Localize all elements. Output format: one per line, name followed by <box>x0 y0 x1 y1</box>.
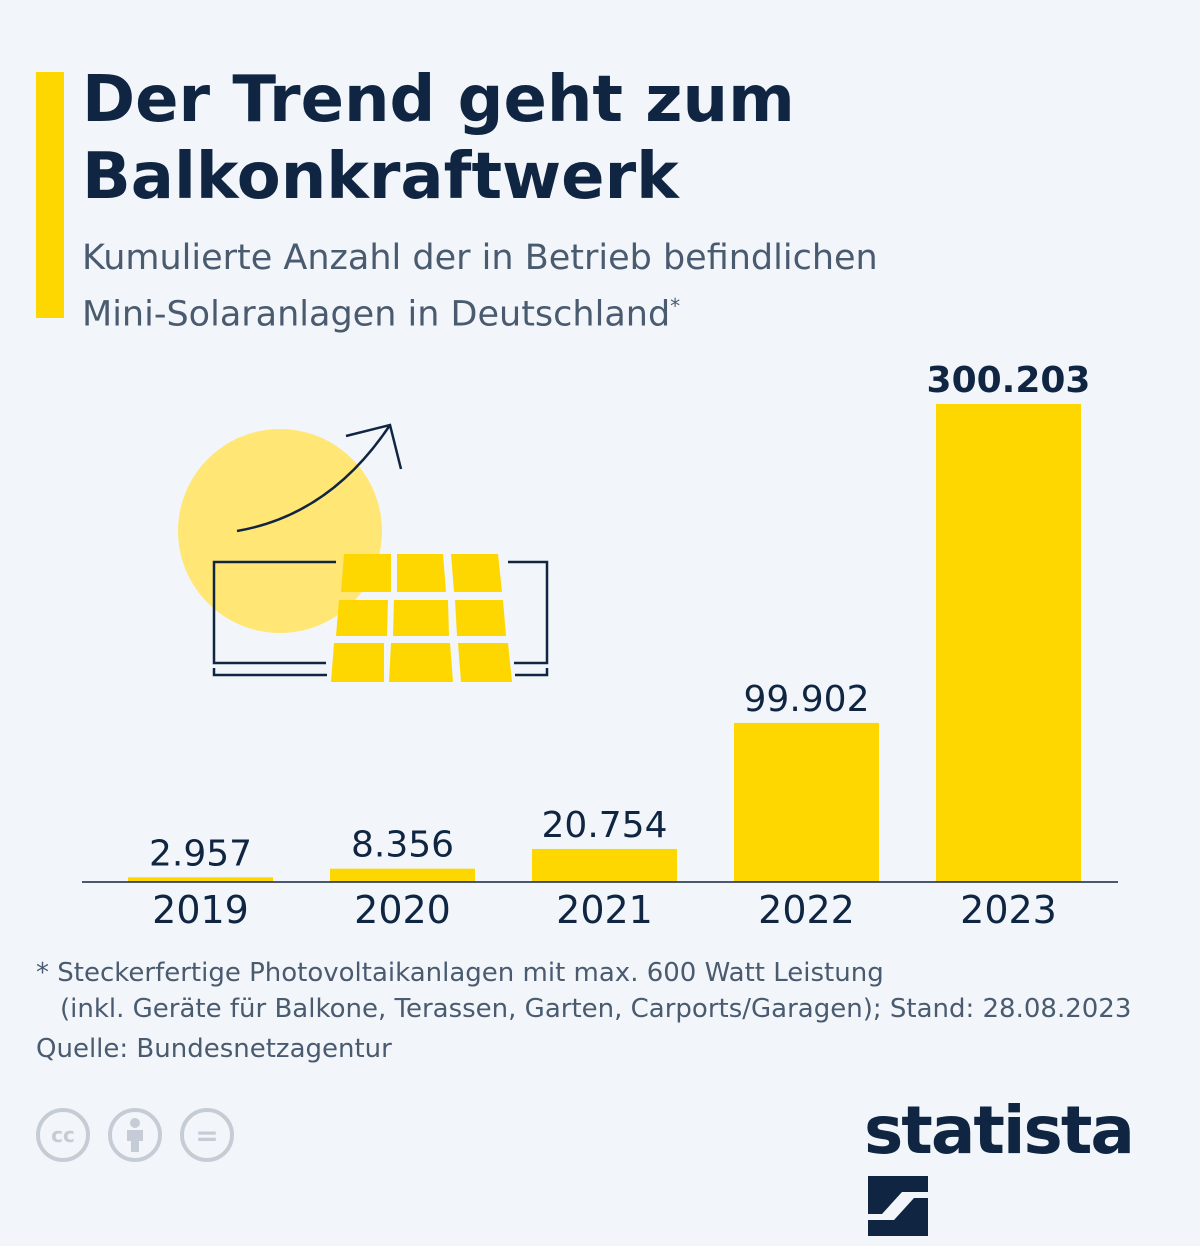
solar-illustration <box>178 423 549 682</box>
data-label-2022: 99.902 <box>744 679 870 720</box>
brand-text: statista <box>864 1092 1135 1169</box>
subtitle-line-2: Mini-Solaranlagen in Deutschland <box>82 294 671 335</box>
person-icon <box>127 1118 143 1152</box>
x-tick-label-2020: 2020 <box>354 888 451 932</box>
x-tick-label-2022: 2022 <box>758 888 855 932</box>
railing-icon <box>212 560 549 677</box>
cc-text: cc <box>51 1123 75 1147</box>
statista-logo[interactable]: statista <box>864 1092 1200 1246</box>
bar-2023 <box>936 404 1081 882</box>
data-label-2023: 300.203 <box>927 360 1091 401</box>
bar-chart: 2.957 2019 8.356 2020 20.754 2021 99.902 2022 30… <box>82 360 1118 932</box>
attribution-icon[interactable] <box>108 1108 162 1162</box>
subtitle-line-1: Kumulierte Anzahl der in Betrieb befindl… <box>82 238 878 278</box>
trend-arrow-icon <box>236 423 403 533</box>
bar-2022 <box>734 722 879 882</box>
x-tick-label-2021: 2021 <box>556 888 653 932</box>
cc-icon[interactable]: cc <box>36 1108 90 1162</box>
bar-2021 <box>532 848 677 882</box>
footnote-marker: * <box>670 294 681 318</box>
bars: 2.957 2019 8.356 2020 20.754 2021 99.902 2022 30… <box>128 360 1090 932</box>
title-line-1: Der Trend geht zum <box>82 63 795 137</box>
statista-logo-icon <box>868 1176 928 1236</box>
footnote-line-2: (inkl. Geräte für Balkone, Terassen, Gar… <box>60 994 1132 1024</box>
data-label-2019: 2.957 <box>149 833 252 874</box>
data-label-2020: 8.356 <box>351 825 454 866</box>
title-accent-bar <box>36 72 64 318</box>
subtitle: Kumulierte Anzahl der in Betrieb befindl… <box>82 234 1182 339</box>
source: Quelle: Bundesnetzagentur <box>36 1034 392 1064</box>
title-line-2: Balkonkraftwerk <box>82 140 679 214</box>
x-tick-label-2019: 2019 <box>152 888 249 932</box>
no-derivatives-icon[interactable]: = <box>180 1108 234 1162</box>
data-label-2021: 20.754 <box>542 805 668 846</box>
nd-text: = <box>195 1118 219 1152</box>
solar-panel-icon <box>331 554 512 682</box>
x-tick-label-2023: 2023 <box>960 888 1057 932</box>
bar-2020 <box>330 868 475 882</box>
page-title: Der Trend geht zum Balkonkraftwerk <box>82 62 1182 216</box>
bar-2019 <box>128 877 273 882</box>
sun-icon <box>178 429 382 633</box>
footnote: * Steckerfertige Photovoltaikanlagen mit… <box>36 955 1131 1027</box>
footnote-line-1: * Steckerfertige Photovoltaikanlagen mit… <box>36 958 884 988</box>
